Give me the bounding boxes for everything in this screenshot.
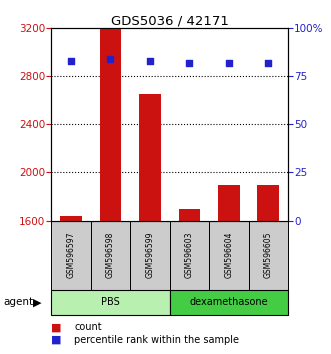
Text: PBS: PBS: [101, 297, 120, 307]
Bar: [100, 28, 121, 221]
Bar: [218, 184, 240, 221]
Text: GSM596603: GSM596603: [185, 232, 194, 278]
Text: count: count: [74, 322, 102, 332]
Text: GSM596605: GSM596605: [264, 232, 273, 278]
Text: GSM596604: GSM596604: [224, 232, 233, 278]
Text: ■: ■: [51, 322, 62, 332]
Bar: [169, 221, 209, 290]
Text: ▶: ▶: [33, 297, 42, 307]
Point: [226, 60, 231, 66]
Bar: [139, 95, 161, 221]
Text: GSM596598: GSM596598: [106, 232, 115, 278]
Text: percentile rank within the sample: percentile rank within the sample: [74, 335, 239, 345]
Text: GSM596599: GSM596599: [145, 232, 155, 278]
Bar: [91, 221, 130, 290]
Bar: [51, 221, 91, 290]
Point: [265, 60, 271, 66]
Point: [147, 58, 153, 64]
Bar: [130, 221, 169, 290]
Point: [108, 56, 113, 62]
Text: dexamethasone: dexamethasone: [189, 297, 268, 307]
Title: GDS5036 / 42171: GDS5036 / 42171: [111, 14, 229, 27]
Bar: [258, 184, 279, 221]
Point: [69, 58, 74, 64]
Text: agent: agent: [3, 297, 33, 307]
Bar: [169, 290, 288, 315]
Bar: [51, 290, 169, 315]
Text: ■: ■: [51, 335, 62, 345]
Bar: [178, 209, 200, 221]
Bar: [249, 221, 288, 290]
Point: [187, 60, 192, 66]
Text: GSM596597: GSM596597: [67, 232, 75, 278]
Bar: [60, 216, 82, 221]
Bar: [209, 221, 249, 290]
